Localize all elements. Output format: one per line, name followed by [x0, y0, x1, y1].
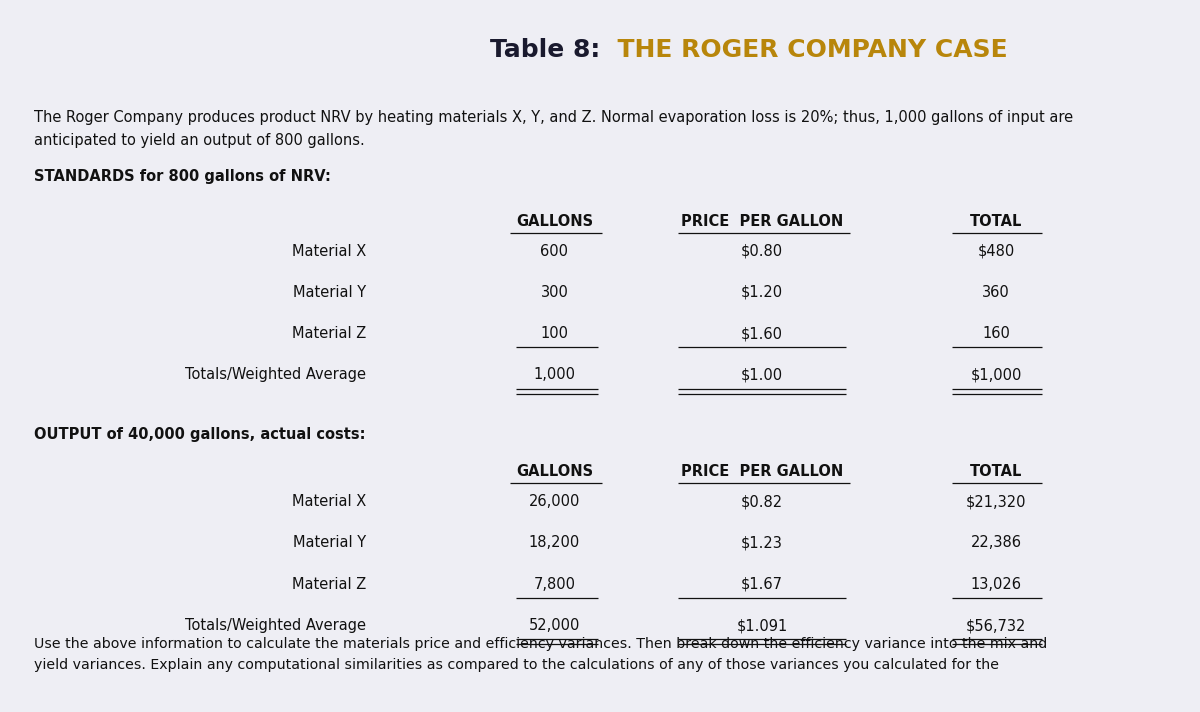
Text: $1.23: $1.23	[742, 535, 782, 550]
Text: $1.091: $1.091	[737, 618, 787, 633]
Text: $1,000: $1,000	[971, 367, 1021, 382]
Text: Material X: Material X	[292, 494, 366, 509]
Text: The Roger Company produces product NRV by heating materials X, Y, and Z. Normal : The Roger Company produces product NRV b…	[34, 110, 1073, 147]
Text: 26,000: 26,000	[529, 494, 580, 509]
Text: Totals/Weighted Average: Totals/Weighted Average	[185, 367, 366, 382]
Text: 360: 360	[982, 285, 1010, 300]
Text: GALLONS: GALLONS	[516, 464, 593, 479]
Text: THE ROGER COMPANY CASE: THE ROGER COMPANY CASE	[600, 38, 1008, 62]
Text: $1.67: $1.67	[742, 577, 784, 592]
Text: 300: 300	[540, 285, 569, 300]
Text: $0.82: $0.82	[740, 494, 784, 509]
Text: 600: 600	[540, 244, 569, 258]
Text: 7,800: 7,800	[533, 577, 576, 592]
Text: STANDARDS for 800 gallons of NRV:: STANDARDS for 800 gallons of NRV:	[34, 169, 330, 184]
Text: 160: 160	[982, 326, 1010, 341]
Text: Material Z: Material Z	[292, 577, 366, 592]
Text: PRICE  PER GALLON: PRICE PER GALLON	[680, 464, 844, 479]
Text: TOTAL: TOTAL	[970, 464, 1022, 479]
Text: $1.00: $1.00	[740, 367, 784, 382]
Text: Material Z: Material Z	[292, 326, 366, 341]
Text: $1.20: $1.20	[740, 285, 784, 300]
Text: $1.60: $1.60	[742, 326, 784, 341]
Text: Material Y: Material Y	[293, 285, 366, 300]
Text: Use the above information to calculate the materials price and efficiency varian: Use the above information to calculate t…	[34, 637, 1046, 672]
Text: Totals/Weighted Average: Totals/Weighted Average	[185, 618, 366, 633]
Text: 18,200: 18,200	[529, 535, 580, 550]
Text: 100: 100	[540, 326, 569, 341]
Text: 22,386: 22,386	[971, 535, 1021, 550]
Text: $56,732: $56,732	[966, 618, 1026, 633]
Text: Material Y: Material Y	[293, 535, 366, 550]
Text: 52,000: 52,000	[529, 618, 580, 633]
Text: PRICE  PER GALLON: PRICE PER GALLON	[680, 214, 844, 229]
Text: TOTAL: TOTAL	[970, 214, 1022, 229]
Text: 1,000: 1,000	[533, 367, 576, 382]
Text: OUTPUT of 40,000 gallons, actual costs:: OUTPUT of 40,000 gallons, actual costs:	[34, 427, 365, 442]
Text: $480: $480	[977, 244, 1015, 258]
Text: GALLONS: GALLONS	[516, 214, 593, 229]
Text: $0.80: $0.80	[740, 244, 784, 258]
Text: 13,026: 13,026	[971, 577, 1021, 592]
Text: $21,320: $21,320	[966, 494, 1026, 509]
Text: Material X: Material X	[292, 244, 366, 258]
Text: Table 8:: Table 8:	[490, 38, 600, 62]
